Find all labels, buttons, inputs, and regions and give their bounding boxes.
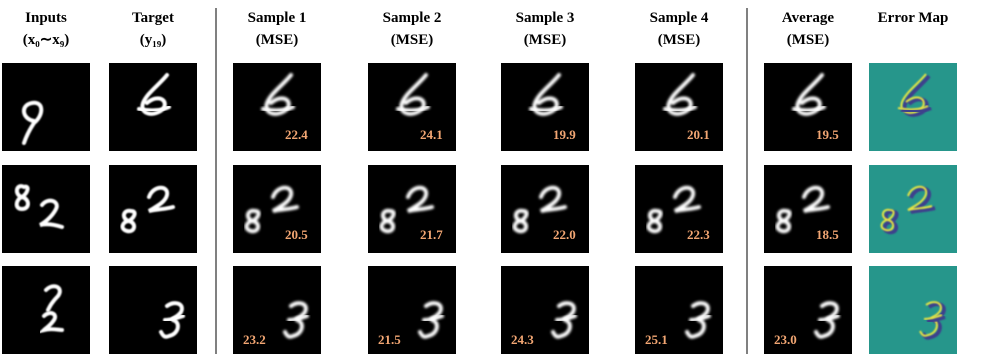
mse-value: 24.3 [511,332,534,347]
digit-image: 19.5 [764,63,852,151]
error-map [869,63,957,151]
image-background [109,63,197,151]
mse-value: 21.7 [420,227,443,242]
digit-image: 25.1 [635,266,723,354]
mse-value: 20.5 [285,227,308,242]
column-title: Sample 2 [383,10,442,26]
figure: Inputs (x₀∼x₉) Target (y₁₉) Sample 1 (MSE) Sam… [0,0,995,354]
column-title: Sample 1 [248,10,307,26]
column-subtitle: (MSE) [391,32,434,48]
mse-value: 23.2 [243,332,266,347]
digit-image: 21.5 [368,266,456,354]
digit-image: 21.7 [368,165,456,253]
mse-value: 19.5 [816,127,839,142]
image-background [109,266,197,354]
digit-image [2,63,90,151]
digit-image [109,165,197,253]
column-title: Inputs [25,10,67,26]
mse-value: 20.1 [687,127,710,142]
column-subtitle: (MSE) [658,32,701,48]
column-subtitle: (MSE) [256,32,299,48]
column-title: Sample 4 [650,10,709,26]
mse-value: 23.0 [774,332,797,347]
mse-value: 24.1 [420,127,443,142]
mse-value: 22.4 [285,127,308,142]
digit-image: 22.3 [635,165,723,253]
image-background [368,63,456,151]
digit-image: 20.5 [233,165,321,253]
digit-image [2,165,90,253]
image-background [2,63,90,151]
digit-image: 18.5 [764,165,852,253]
digit-image: 22.4 [233,63,321,151]
digit-image [109,63,197,151]
column-subtitle: (MSE) [524,32,567,48]
mse-value: 22.3 [687,227,710,242]
error-map [869,165,957,253]
digit-image: 23.2 [233,266,321,354]
image-background [501,63,589,151]
mse-value: 22.0 [553,227,576,242]
digit-image: 24.1 [368,63,456,151]
mse-value: 18.5 [816,227,839,242]
column-subtitle: (y₁₉) [140,32,166,48]
column-title: Average [782,10,835,26]
digit-image [109,266,197,354]
digit-image: 20.1 [635,63,723,151]
mse-value: 25.1 [645,332,668,347]
column-title: Target [132,10,174,26]
image-background [233,63,321,151]
digit-image: 24.3 [501,266,589,354]
image-background [2,165,90,253]
column-subtitle: (x₀∼x₉) [23,32,70,48]
mse-value: 19.9 [553,127,576,142]
digit-image [2,266,90,354]
error-map [869,266,957,354]
image-background [764,63,852,151]
column-title: Error Map [878,10,949,26]
column-title: Sample 3 [516,10,575,26]
column-subtitle: (MSE) [787,32,830,48]
digit-image: 22.0 [501,165,589,253]
image-background [635,63,723,151]
mse-value: 21.5 [378,332,401,347]
image-background [869,63,957,151]
digit-image: 19.9 [501,63,589,151]
digit-image: 23.0 [764,266,852,354]
